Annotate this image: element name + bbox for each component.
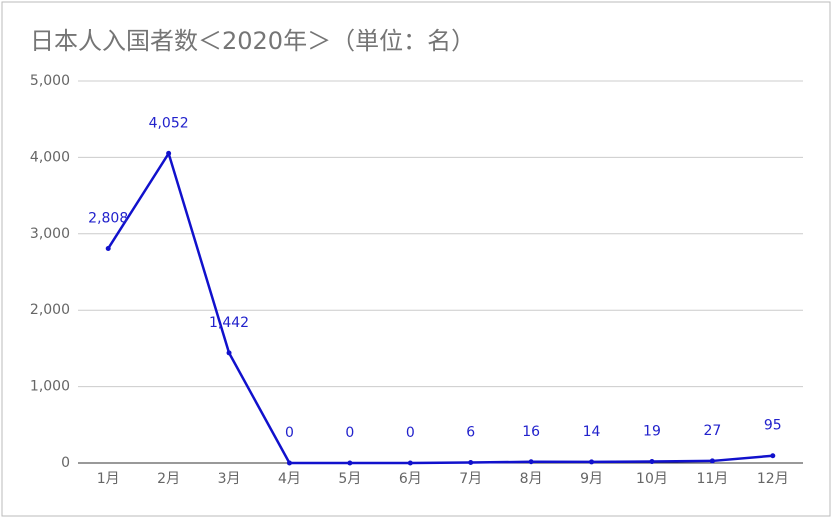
point <box>589 459 595 465</box>
value-label: 2,808 <box>88 210 128 226</box>
point <box>166 150 172 156</box>
x-tick-label: 9月 <box>580 471 603 487</box>
y-tick-label: 0 <box>61 455 70 471</box>
x-tick-label: 7月 <box>459 471 482 487</box>
point <box>226 350 232 356</box>
x-tick-label: 8月 <box>520 471 543 487</box>
y-tick-label: 1,000 <box>30 379 70 395</box>
point <box>709 458 715 464</box>
value-label: 16 <box>522 424 540 440</box>
y-tick-label: 3,000 <box>30 226 70 242</box>
x-tick-label: 5月 <box>338 471 361 487</box>
x-tick-label: 3月 <box>218 471 241 487</box>
x-tick-label: 1月 <box>97 471 120 487</box>
point <box>649 459 655 465</box>
value-label: 6 <box>466 425 475 441</box>
point <box>407 460 413 466</box>
point <box>347 460 353 466</box>
x-tick-label: 12月 <box>757 471 789 487</box>
value-label: 1,442 <box>209 315 249 331</box>
point <box>528 459 534 465</box>
y-tick-label: 5,000 <box>30 73 70 89</box>
point <box>286 460 292 466</box>
x-tick-label: 11月 <box>696 471 728 487</box>
x-tick-label: 2月 <box>157 471 180 487</box>
value-label: 0 <box>285 425 294 441</box>
value-label: 0 <box>345 425 354 441</box>
point <box>468 460 474 466</box>
value-label: 95 <box>764 418 782 434</box>
line <box>107 150 773 465</box>
point <box>105 245 111 251</box>
x-tick-label: 10月 <box>636 471 668 487</box>
value-label: 4,052 <box>149 115 189 131</box>
x-tick-label: 4月 <box>278 471 301 487</box>
x-tick-label: 6月 <box>399 471 422 487</box>
chart-title: 日本人入国者数＜2020年＞（単位：名） <box>30 27 475 55</box>
value-label: 0 <box>406 425 415 441</box>
point <box>770 453 776 459</box>
y-tick-label: 4,000 <box>30 149 70 165</box>
value-label: 27 <box>703 423 721 439</box>
value-label: 19 <box>643 424 661 440</box>
value-label: 14 <box>583 424 601 440</box>
y-tick-label: 2,000 <box>30 302 70 318</box>
